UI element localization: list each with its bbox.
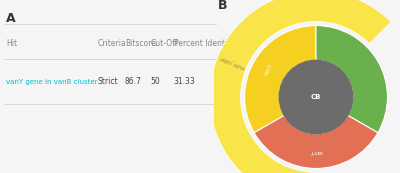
Wedge shape — [316, 26, 388, 133]
Text: Percent Identity: Percent Identity — [174, 39, 234, 48]
Text: Hit: Hit — [6, 39, 17, 48]
Text: 31.33: 31.33 — [174, 77, 195, 86]
Text: B: B — [218, 0, 228, 12]
Text: Bitscore: Bitscore — [125, 39, 156, 48]
Text: Criteria: Criteria — [97, 39, 126, 48]
Text: Cut-Off: Cut-Off — [150, 39, 178, 48]
Text: Strict: Strict — [97, 77, 118, 86]
Text: 86.7: 86.7 — [125, 77, 142, 86]
Wedge shape — [254, 115, 378, 169]
Text: vanY gene in vanB cluster: vanY gene in vanB cluster — [6, 79, 98, 85]
Text: vanY: vanY — [310, 149, 322, 154]
Text: 50: 50 — [150, 77, 160, 86]
Text: CB: CB — [311, 94, 321, 100]
Text: vanY: vanY — [264, 63, 274, 77]
Wedge shape — [210, 0, 391, 173]
Text: multi_color: multi_color — [218, 54, 246, 70]
Text: A: A — [6, 12, 16, 25]
Circle shape — [279, 60, 353, 134]
Wedge shape — [244, 26, 316, 133]
